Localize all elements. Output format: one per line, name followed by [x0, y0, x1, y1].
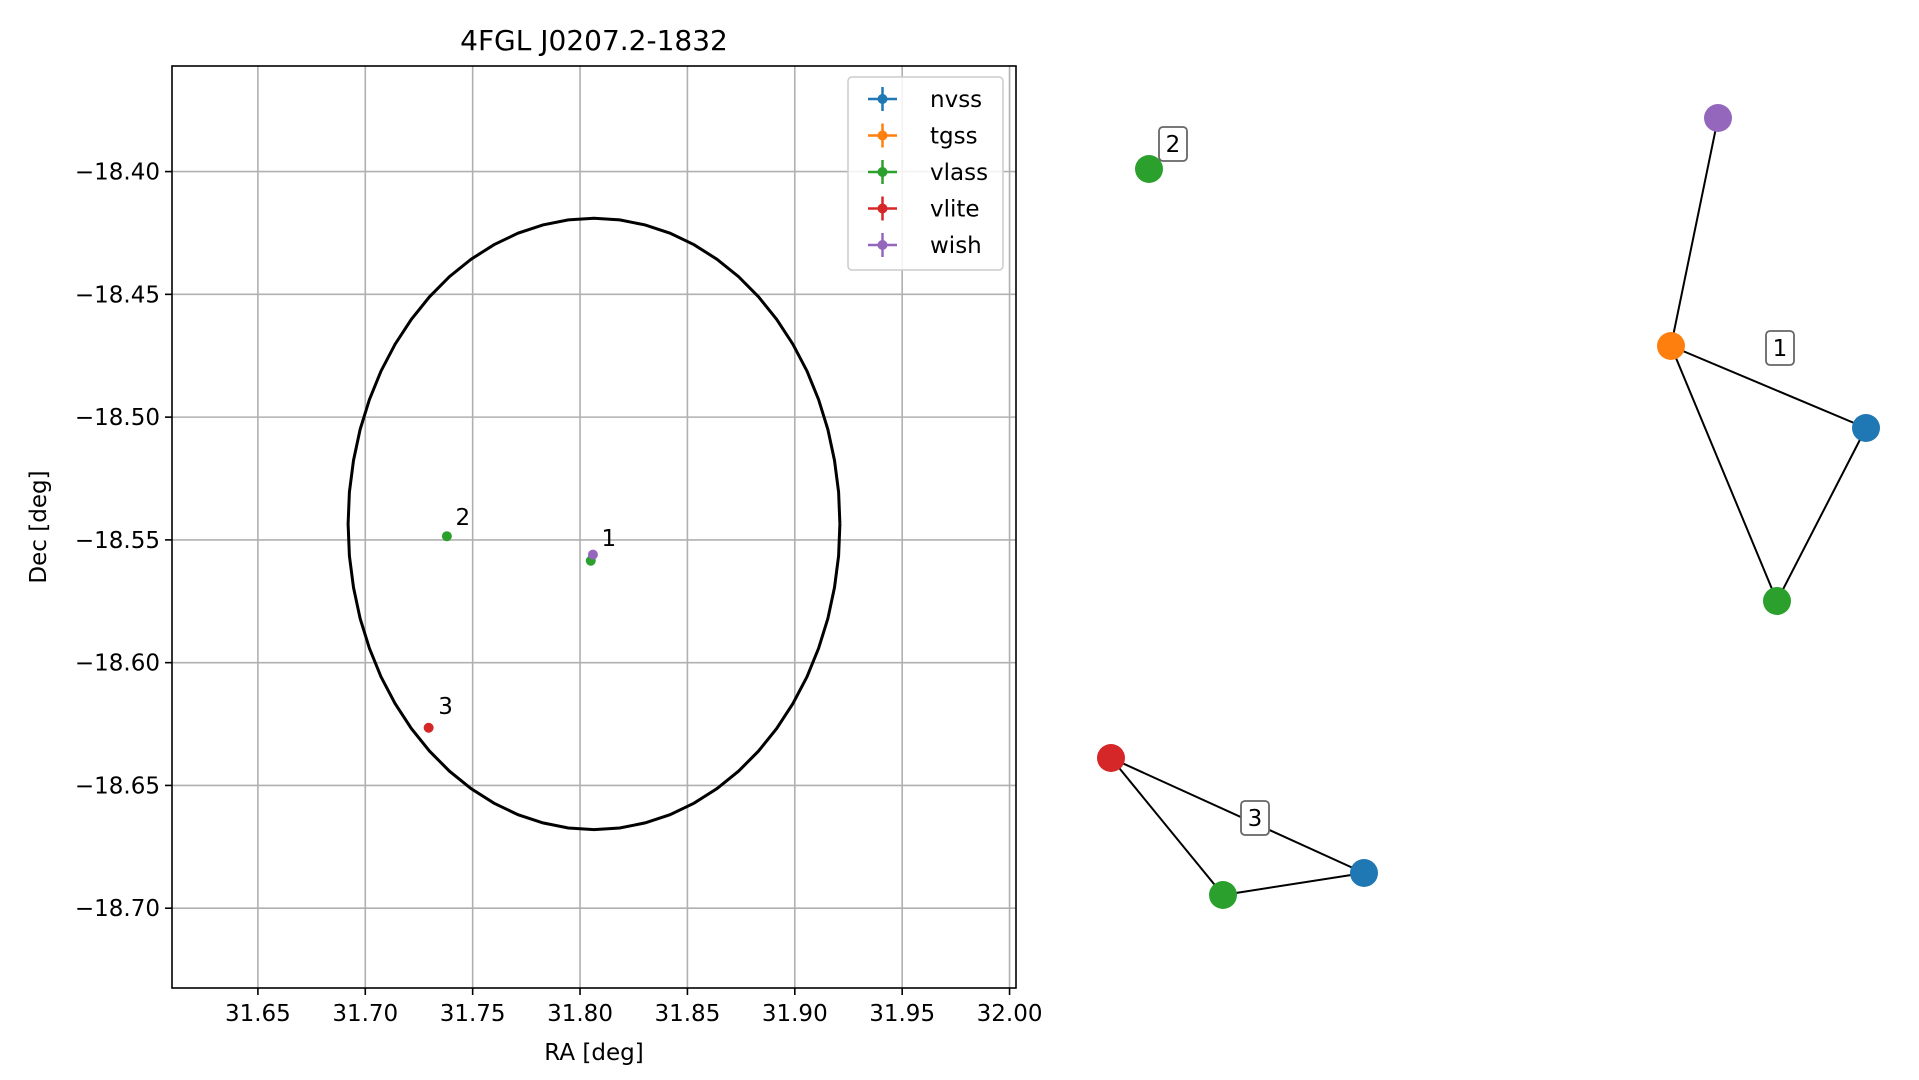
y-tick-label: −18.65 [75, 773, 160, 799]
error-ellipse-curve [346, 216, 842, 832]
x-tick-label: 31.75 [440, 1001, 506, 1027]
graph-node-nvss [1852, 414, 1880, 442]
x-axis-ticks: 31.65 31.70 31.75 31.80 31.85 31.90 31.95 32.00 [225, 988, 1043, 1027]
graph-nodes [1097, 104, 1880, 909]
x-axis-label: RA [deg] [544, 1040, 643, 1066]
point-labels: 1 2 3 [438, 505, 616, 720]
y-tick-label: −18.50 [75, 405, 160, 431]
legend-label: wish [930, 233, 982, 259]
graph-edge [1110, 757, 1365, 874]
x-tick-label: 31.95 [869, 1001, 935, 1027]
graph-edge [1670, 117, 1719, 347]
cluster-label-box [1158, 126, 1188, 162]
data-points [423, 531, 598, 733]
legend-entry-tgss: tgss [868, 123, 978, 150]
graph-edge [1670, 345, 1778, 602]
x-tick-label: 31.65 [225, 1001, 291, 1027]
grid-lines [172, 66, 1016, 988]
x-tick-label: 31.70 [332, 1001, 398, 1027]
legend-entry-vlite: vlite [868, 196, 980, 223]
point-label: 1 [602, 526, 617, 552]
legend-label: vlass [930, 160, 988, 186]
network-graph: 1 2 3 [1097, 104, 1880, 909]
legend-marker-dot [877, 167, 888, 177]
plot-frame [171, 65, 1017, 989]
legend-entry-nvss: nvss [868, 87, 982, 113]
chart-title: 4FGL J0207.2-1832 [460, 24, 728, 57]
x-tick-label: 32.00 [977, 1001, 1043, 1027]
legend-marker-dot [877, 130, 888, 141]
graph-node-tgss [1657, 332, 1685, 360]
cluster-label-text: 3 [1248, 806, 1263, 832]
legend-box [847, 76, 1004, 271]
x-tick-label: 31.90 [762, 1001, 828, 1027]
cluster-label-text: 2 [1166, 132, 1181, 158]
legend-label: nvss [930, 87, 982, 113]
graph-edge [1110, 757, 1224, 896]
y-tick-label: −18.45 [75, 282, 160, 308]
cluster-label-box [1240, 800, 1270, 836]
cluster-label-1: 1 [1765, 330, 1795, 366]
data-point-vlass [441, 531, 452, 542]
legend-label: vlite [930, 197, 980, 223]
cluster-label-box [1765, 330, 1795, 366]
cluster-label-text: 1 [1773, 336, 1788, 362]
graph-edge [1776, 427, 1867, 602]
cluster-label-2: 2 [1158, 126, 1188, 162]
graph-node-nvss [1350, 859, 1378, 887]
data-point-wish [587, 549, 598, 560]
cluster-label-3: 3 [1240, 800, 1270, 836]
y-tick-label: −18.55 [75, 528, 160, 554]
legend-entry-vlass: vlass [868, 160, 988, 186]
graph-edge [1670, 345, 1867, 429]
y-tick-label: −18.70 [75, 896, 160, 922]
y-tick-label: −18.60 [75, 651, 160, 677]
y-tick-label: −18.40 [75, 160, 160, 186]
y-axis-ticks: −18.40 −18.45 −18.50 −18.55 −18.60 −18.65 −18.… [75, 160, 172, 922]
graph-node-vlass [1209, 881, 1237, 909]
legend-marker-dot [877, 94, 888, 104]
point-label: 3 [438, 694, 453, 720]
legend-marker-dot [877, 203, 888, 214]
graph-node-vlite [1097, 744, 1125, 772]
legend-marker-dot [877, 240, 888, 250]
graph-edge [1222, 872, 1365, 896]
graph-node-wish [1704, 104, 1732, 132]
y-axis-label: Dec [deg] [26, 470, 52, 583]
legend: nvss tgss vlass vlite wish [847, 76, 1004, 271]
point-label: 2 [455, 505, 470, 531]
x-tick-label: 31.80 [547, 1001, 613, 1027]
data-point-vlite [423, 722, 434, 733]
scatter-plot: 123 31.65 31.70 31.75 31.80 31.85 31.90 31.95 3… [26, 24, 1042, 1066]
graph-edges [1110, 117, 1867, 896]
cluster-labels: 1 2 3 [1158, 126, 1795, 836]
graph-node-vlass [1135, 155, 1163, 183]
legend-entry-wish: wish [868, 233, 982, 259]
graph-node-vlass [1763, 587, 1791, 615]
x-tick-label: 31.85 [654, 1001, 720, 1027]
error-ellipse [346, 216, 842, 832]
legend-label: tgss [930, 124, 978, 150]
